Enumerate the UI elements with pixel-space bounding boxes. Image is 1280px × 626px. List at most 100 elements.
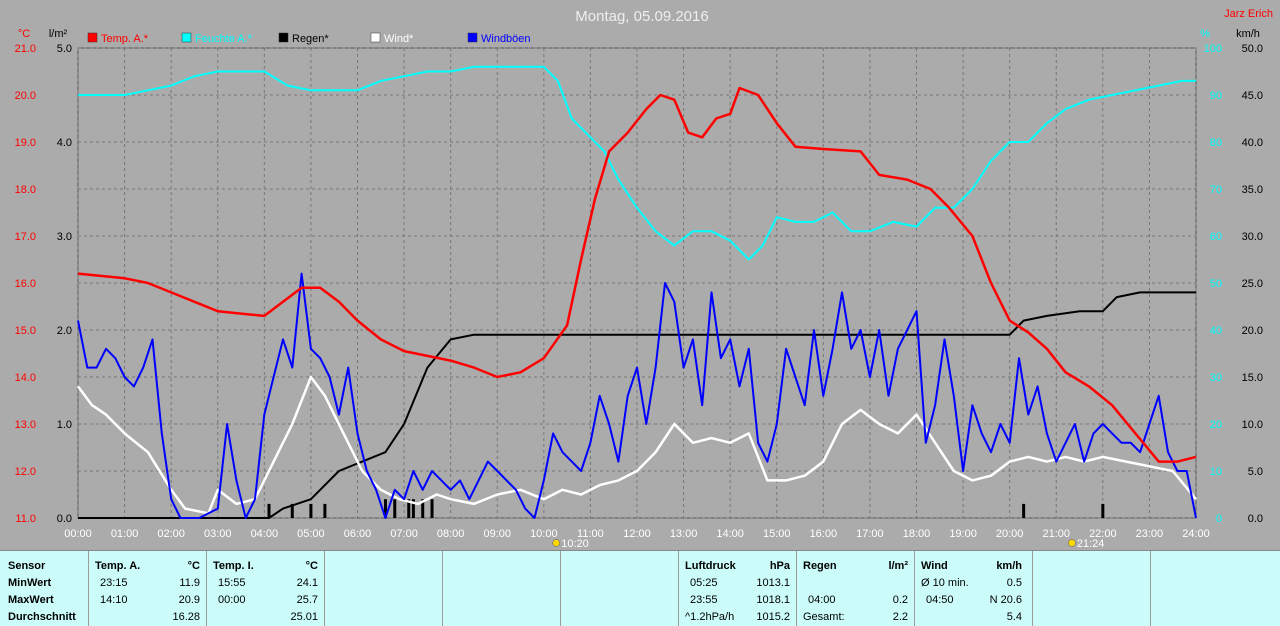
rain-bar	[323, 503, 327, 518]
rain-tick-label: 3.0	[57, 231, 72, 243]
pressure-avg-value: 1015.2	[756, 611, 790, 623]
temp-i-avg-value: 25.01	[290, 611, 318, 623]
temp-i-min-value: 24.1	[296, 577, 318, 589]
x-tick-label: 19:00	[949, 528, 977, 540]
axes: 11.0 12.0 13.0 14.0 15.0 16.0 17.0 18.0 19.0 20.0…	[15, 43, 1263, 540]
rain-bars	[267, 499, 1105, 518]
rain-max-time: 04:00	[808, 594, 836, 606]
temp-a-unit: °C	[187, 560, 200, 572]
x-tick-label: 07:00	[390, 528, 418, 540]
unit-temp: °C	[18, 28, 30, 40]
temp-a-header: Temp. A.	[95, 560, 141, 572]
rain-bar	[290, 503, 294, 518]
rain-bar	[383, 499, 387, 518]
stats-panel: Sensor MinWert MaxWert Durchschnitt Temp…	[0, 550, 1280, 626]
x-tick-label: 12:00	[623, 528, 651, 540]
wind-tick-label: 45.0	[1242, 90, 1263, 102]
humidity-tick-label: 70	[1210, 184, 1222, 196]
wind-max-value: N 20.6	[989, 594, 1022, 606]
x-tick-label: 03:00	[204, 528, 232, 540]
x-tick-label: 18:00	[903, 528, 931, 540]
legend-swatch	[87, 32, 98, 43]
wind-tick-label: 10.0	[1242, 419, 1263, 431]
series-line-windben	[77, 272, 1197, 519]
legend: Temp. A.* Feuchte A.* Regen* Wind* Windböen	[87, 32, 531, 45]
series-line-wind	[76, 375, 1197, 515]
x-tick-label: 14:00	[716, 528, 744, 540]
wind-max-time: 04:50	[926, 594, 954, 606]
wind-min-label: Ø 10 min.	[921, 577, 969, 589]
rain-tick-label: 0.0	[57, 513, 72, 525]
pressure-trend: ^1.2hPa/h	[685, 611, 735, 623]
x-tick-label: 15:00	[763, 528, 791, 540]
x-tick-label: 11:00	[577, 528, 604, 540]
grid	[77, 47, 1197, 519]
legend-label: Temp. A.*	[101, 33, 149, 45]
unit-rain: l/m²	[49, 28, 68, 40]
marker-label: 21:24	[1077, 538, 1105, 550]
temp-i-unit: °C	[305, 560, 318, 572]
legend-label: Regen*	[292, 33, 329, 45]
wind-tick-label: 25.0	[1242, 278, 1263, 290]
x-tick-label: 22:00	[1089, 528, 1117, 540]
rain-tick-label: 4.0	[57, 137, 72, 149]
pressure-unit: hPa	[769, 560, 790, 572]
x-tick-label: 05:00	[297, 528, 325, 540]
x-tick-label: 24:00	[1182, 528, 1210, 540]
unit-humidity: %	[1200, 28, 1210, 40]
temp-i-max-time: 00:00	[218, 594, 246, 606]
temp-a-min-time: 23:15	[100, 577, 128, 589]
series-lines	[76, 65, 1197, 519]
row-label-avg: Durchschnitt	[8, 611, 76, 623]
rain-header: Regen	[803, 560, 837, 572]
x-tick-label: 01:00	[111, 528, 139, 540]
legend-label: Wind*	[384, 33, 414, 45]
wind-tick-label: 15.0	[1242, 372, 1263, 384]
x-tick-label: 06:00	[344, 528, 372, 540]
x-tick-label: 13:00	[670, 528, 698, 540]
wind-tick-label: 50.0	[1242, 43, 1263, 55]
temp-a-max-time: 14:10	[100, 594, 128, 606]
temp-a-avg-value: 16.28	[172, 611, 200, 623]
wind-tick-label: 5.0	[1248, 466, 1263, 478]
rain-unit: l/m²	[888, 560, 908, 572]
rain-bar	[393, 499, 397, 518]
x-tick-label: 21:00	[1042, 528, 1070, 540]
temp-tick-label: 21.0	[15, 43, 36, 55]
wind-header: Wind	[921, 560, 948, 572]
series-line-tempa	[77, 86, 1197, 463]
humidity-tick-label: 30	[1210, 372, 1222, 384]
wind-unit: km/h	[996, 560, 1022, 572]
temp-tick-label: 17.0	[15, 231, 36, 243]
humidity-tick-label: 10	[1210, 466, 1222, 478]
weather-chart: Montag, 05.09.2016 Jarz Erich °C l/m² % …	[15, 8, 1273, 550]
x-tick-label: 08:00	[437, 528, 465, 540]
legend-swatch	[370, 32, 381, 43]
temp-i-header: Temp. I.	[213, 560, 254, 572]
pressure-header: Luftdruck	[685, 560, 736, 572]
temp-i-min-time: 15:55	[218, 577, 246, 589]
temp-a-max-value: 20.9	[178, 594, 200, 606]
temp-tick-label: 20.0	[15, 90, 36, 102]
temp-tick-label: 15.0	[15, 325, 36, 337]
legend-swatch	[181, 32, 192, 43]
pressure-min-time: 05:25	[690, 577, 718, 589]
rain-total-label: Gesamt:	[803, 611, 845, 623]
rain-tick-label: 5.0	[57, 43, 72, 55]
humidity-tick-label: 50	[1210, 278, 1222, 290]
rain-total-value: 2.2	[892, 611, 908, 623]
rain-bar	[421, 499, 425, 518]
humidity-tick-label: 80	[1210, 137, 1222, 149]
rain-bar	[267, 503, 271, 518]
temp-tick-label: 12.0	[15, 466, 36, 478]
humidity-tick-label: 20	[1210, 419, 1222, 431]
event-markers: 10:20 21:24	[552, 538, 1105, 550]
legend-label: Windböen	[481, 33, 531, 45]
pressure-min-value: 1013.1	[756, 577, 790, 589]
legend-label: Feuchte A.*	[195, 33, 253, 45]
wind-tick-label: 35.0	[1242, 184, 1263, 196]
marker-label: 10:20	[561, 538, 589, 550]
temp-tick-label: 18.0	[15, 184, 36, 196]
rain-tick-label: 1.0	[57, 419, 72, 431]
temp-tick-label: 11.0	[15, 513, 36, 525]
